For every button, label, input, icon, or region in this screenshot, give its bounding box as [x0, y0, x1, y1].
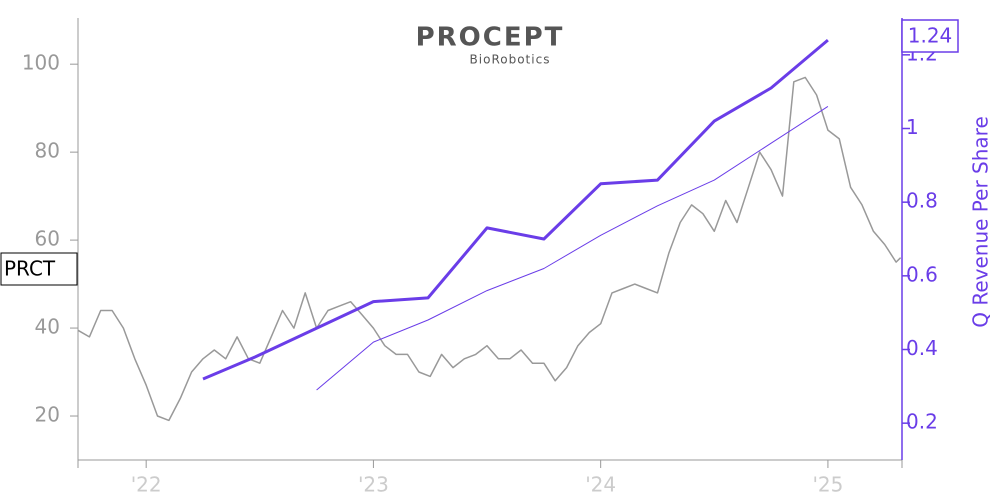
- series-line: [77, 76, 902, 422]
- x-tick-label: '25: [812, 473, 843, 497]
- x-tick-label: '23: [358, 473, 389, 497]
- logo-sub: BioRobotics: [470, 53, 551, 67]
- y-tick-label: 60: [35, 227, 60, 251]
- y-tick-label: 20: [35, 403, 60, 427]
- last-value-label: 1.24: [908, 24, 953, 48]
- y-tick-label: 80: [35, 139, 60, 163]
- y2-tick-label: 0.4: [906, 336, 938, 360]
- y-tick-label: 100: [22, 51, 60, 75]
- ticker-label: PRCT: [4, 257, 56, 281]
- x-tick-label: '22: [131, 473, 162, 497]
- series-line: [202, 38, 829, 381]
- ticker-box: [0, 252, 78, 286]
- y2-tick-label: 0.6: [906, 262, 938, 286]
- y2-axis-label: Q Revenue Per Share: [969, 116, 993, 328]
- logo: PROCEPT: [416, 23, 565, 53]
- y2-tick-label: 0.2: [906, 410, 938, 434]
- x-tick-label: '24: [585, 473, 616, 497]
- series-line: [316, 105, 829, 391]
- y-tick-label: 40: [35, 315, 60, 339]
- last-value-box: [901, 19, 959, 53]
- y2-tick-label: 0.8: [906, 189, 938, 213]
- y2-tick-label: 1: [906, 115, 919, 139]
